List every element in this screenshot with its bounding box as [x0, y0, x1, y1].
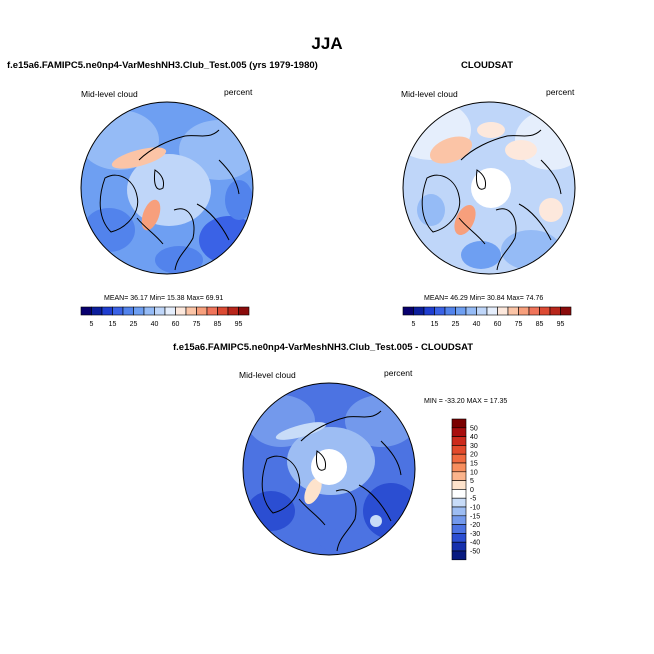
colorbar-box	[423, 306, 435, 316]
panel-3-title: f.e15a6.FAMIPC5.ne0np4-VarMeshNH3.Club_T…	[173, 342, 474, 353]
colorbar-box	[451, 453, 467, 464]
colorbar-tick-label: 95	[235, 321, 243, 328]
colorbar-box	[451, 462, 467, 473]
colorbar-box	[217, 306, 229, 316]
colorbar-box	[539, 306, 551, 316]
colorbar-box	[518, 306, 530, 316]
colorbar-box	[185, 306, 197, 316]
colorbar-box	[451, 541, 467, 552]
colorbar-box	[175, 306, 187, 316]
colorbar-tick-label: 15	[109, 321, 117, 328]
colorbar-tick-label: 10	[470, 469, 478, 476]
panel-2-left-label: Mid-level cloud	[401, 89, 458, 99]
colorbar-tick-label: 85	[214, 321, 222, 328]
colorbar-box	[101, 306, 113, 316]
colorbar-box	[476, 306, 488, 316]
colorbar-tick-label: 95	[557, 321, 565, 328]
colorbar-tick-label: -5	[470, 496, 476, 503]
colorbar-box	[451, 524, 467, 534]
panel-1-stats: MEAN= 36.17 Min= 15.38 Max= 69.91	[104, 295, 224, 302]
panel-2-units: percent	[546, 87, 575, 97]
colorbar-tick-label: 75	[515, 321, 523, 328]
panel-1-polar-map	[80, 101, 254, 275]
panel-3-left-label: Mid-level cloud	[239, 370, 296, 380]
colorbar-box	[451, 436, 467, 446]
colorbar-tick-label: 50	[470, 425, 478, 432]
colorbar-box	[451, 480, 467, 490]
colorbar-tick-label: 60	[494, 321, 502, 328]
colorbar-box	[227, 306, 239, 316]
colorbar-tick-label: 30	[470, 443, 478, 450]
panel-2-colorbar: 5 15 25 40 60 75 85 95	[402, 306, 572, 328]
colorbar-box	[122, 306, 134, 316]
colorbar-tick-label: 85	[536, 321, 544, 328]
panel-1-units: percent	[224, 87, 253, 97]
page-title: JJA	[311, 34, 343, 53]
colorbar-box	[486, 306, 498, 316]
panel-2-title: CLOUDSAT	[461, 60, 514, 71]
colorbar-box	[164, 306, 176, 316]
colorbar-box	[455, 306, 467, 316]
colorbar-tick-label: 5	[90, 321, 94, 328]
colorbar-tick-label: 15	[470, 461, 478, 468]
panel-2-polar-map	[402, 101, 576, 275]
colorbar-box	[112, 306, 124, 316]
colorbar-tick-label: -40	[470, 540, 480, 547]
colorbar-box	[80, 306, 92, 316]
colorbar-box	[451, 418, 467, 429]
colorbar-box	[560, 306, 572, 316]
colorbar-box	[451, 550, 467, 561]
colorbar-box	[434, 306, 446, 316]
colorbar-tick-label: 20	[470, 452, 478, 459]
colorbar-box	[402, 306, 414, 316]
colorbar-tick-label: 5	[412, 321, 416, 328]
colorbar-box	[451, 497, 467, 508]
colorbar-tick-label: 0	[470, 487, 474, 494]
panel-3-stats: MIN = -33.20 MAX = 17.35	[424, 398, 508, 405]
colorbar-box	[451, 427, 467, 437]
colorbar-box	[91, 306, 103, 316]
colorbar-box	[451, 515, 467, 525]
colorbar-tick-label: 40	[151, 321, 159, 328]
panel-3-units: percent	[384, 368, 413, 378]
colorbar-tick-label: 5	[470, 478, 474, 485]
colorbar-tick-label: -10	[470, 505, 480, 512]
colorbar-box	[451, 489, 467, 499]
colorbar-box	[465, 306, 477, 316]
colorbar-box	[238, 306, 250, 316]
colorbar-box	[451, 471, 467, 481]
colorbar-box	[497, 306, 509, 316]
colorbar-box	[451, 445, 467, 455]
panel-1-left-label: Mid-level cloud	[81, 89, 138, 99]
colorbar-tick-label: 60	[172, 321, 180, 328]
colorbar-box	[444, 306, 456, 316]
colorbar-tick-label: -50	[470, 549, 480, 556]
colorbar-tick-label: -15	[470, 513, 480, 520]
colorbar-tick-label: 15	[431, 321, 439, 328]
colorbar-box	[451, 506, 467, 517]
colorbar-box	[196, 306, 208, 316]
colorbar-box	[206, 306, 218, 316]
colorbar-box	[528, 306, 540, 316]
colorbar-tick-label: -20	[470, 522, 480, 529]
colorbar-box	[549, 306, 561, 316]
colorbar-tick-label: -30	[470, 531, 480, 538]
panel-3-polar-map	[242, 382, 416, 556]
panel-1-title: f.e15a6.FAMIPC5.ne0np4-VarMeshNH3.Club_T…	[7, 60, 318, 71]
panel-1-colorbar: 5 15 25 40 60 75 85 95	[80, 306, 250, 328]
colorbar-box	[154, 306, 166, 316]
colorbar-box	[451, 533, 467, 543]
colorbar-box	[413, 306, 425, 316]
colorbar-tick-label: 25	[130, 321, 138, 328]
colorbar-tick-label: 40	[473, 321, 481, 328]
colorbar-box	[507, 306, 519, 316]
colorbar-tick-label: 40	[470, 434, 478, 441]
colorbar-box	[133, 306, 145, 316]
panel-2-stats: MEAN= 46.29 Min= 30.84 Max= 74.76	[424, 295, 544, 302]
colorbar-tick-label: 75	[193, 321, 201, 328]
colorbar-tick-label: 25	[452, 321, 460, 328]
colorbar-box	[143, 306, 155, 316]
